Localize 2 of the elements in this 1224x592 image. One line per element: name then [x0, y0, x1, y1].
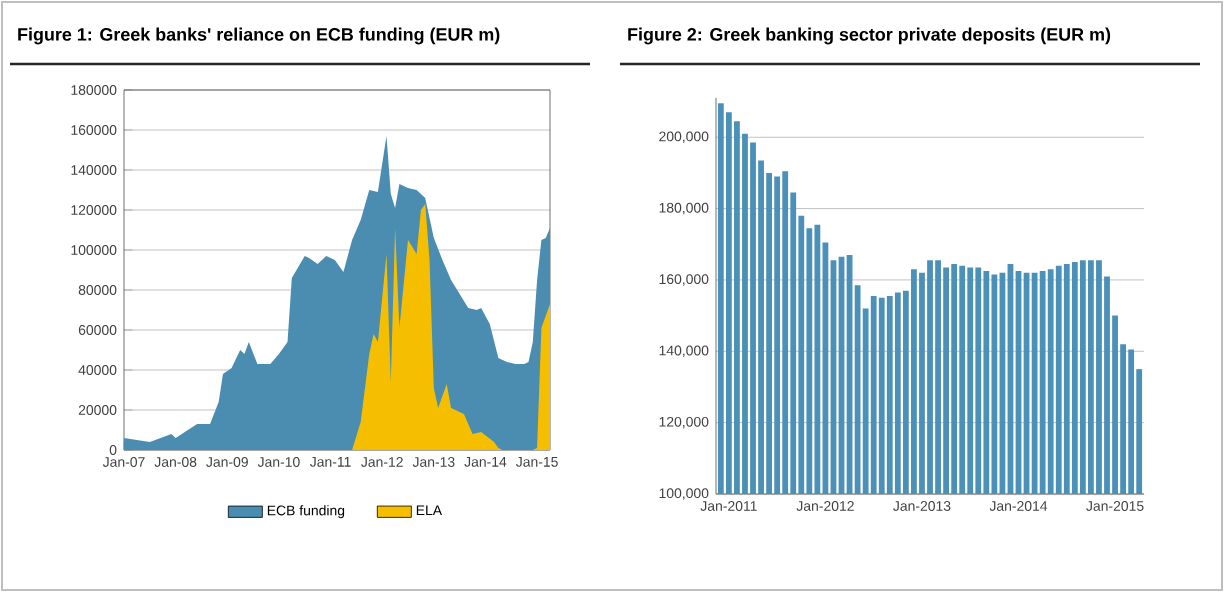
- chart-title: Figure 1: Greek banks' reliance on ECB funding (EUR m): [18, 27, 500, 45]
- chart-title: Figure 2: Greek banking sector private deposits (EUR m): [628, 27, 1111, 45]
